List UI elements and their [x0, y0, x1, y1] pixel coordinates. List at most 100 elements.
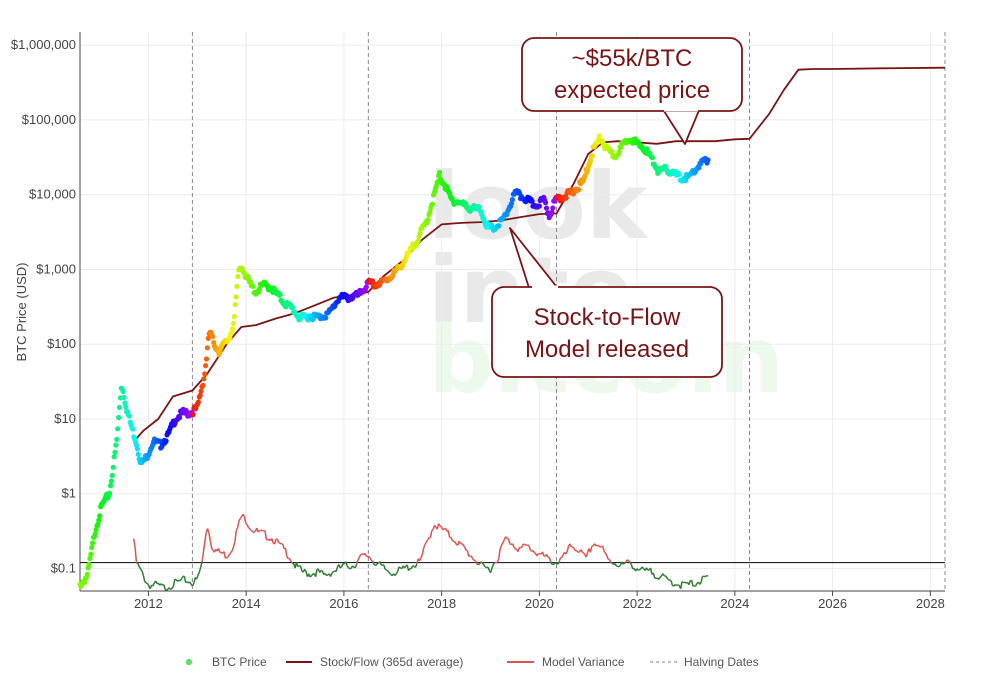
- btc-price-point: [241, 270, 247, 276]
- model-variance-segment: [706, 574, 709, 577]
- btc-price-point: [529, 198, 535, 204]
- callout-expected-line-2: expected price: [554, 77, 710, 104]
- model-variance-segment: [314, 569, 318, 577]
- btc-price-point: [587, 157, 594, 164]
- model-variance-segment: [208, 532, 212, 541]
- btc-price-point: [232, 302, 238, 308]
- legend-item-stock-flow[interactable]: Stock/Flow (365d average): [286, 655, 463, 669]
- model-variance-segment: [498, 548, 501, 559]
- btc-price-point: [107, 490, 113, 496]
- model-variance-segment: [538, 552, 541, 555]
- btc-price-point: [111, 454, 117, 460]
- model-variance-segment: [639, 568, 642, 571]
- btc-price-point: [585, 167, 591, 173]
- btc-price-point: [233, 294, 239, 300]
- btc-price-point: [88, 551, 94, 558]
- btc-price-point: [549, 209, 555, 215]
- btc-price-point: [363, 284, 369, 290]
- btc-price-point: [290, 304, 296, 310]
- model-variance-segment: [144, 580, 147, 584]
- axes: [79, 32, 945, 592]
- model-variance-segment: [669, 579, 672, 582]
- model-variance-segment: [439, 525, 442, 528]
- model-variance-segment: [582, 552, 586, 556]
- model-variance-segment: [364, 553, 367, 557]
- model-variance-segment: [659, 575, 663, 578]
- btc-price-point: [400, 262, 406, 269]
- model-variance-segment: [565, 551, 568, 555]
- model-variance-segment: [227, 554, 231, 557]
- model-variance-segment: [396, 566, 400, 572]
- model-variance-segment: [425, 539, 429, 543]
- model-variance-segment: [529, 549, 533, 552]
- btc-price-point: [120, 388, 126, 395]
- y-tick-labels: $1,000,000 $100,000 $10,000 $1,000 $100 $10 $1…: [11, 37, 76, 575]
- model-variance-segment: [572, 546, 575, 549]
- model-variance-segment: [297, 565, 300, 568]
- model-variance-segment: [204, 532, 207, 543]
- model-variance-segment: [676, 584, 679, 587]
- x-tick-label: 2018: [427, 596, 456, 611]
- model-variance-segment: [632, 567, 635, 570]
- model-variance-segment: [502, 539, 505, 544]
- btc-price-point: [108, 478, 114, 484]
- model-variance-segment: [171, 586, 174, 589]
- model-variance-segment: [288, 558, 292, 562]
- btc-price-point: [96, 517, 102, 523]
- model-variance-segment: [528, 545, 531, 550]
- x-tick-label: 2014: [232, 596, 261, 611]
- callout-released-line-2: Model released: [525, 336, 689, 363]
- model-variance-segment: [616, 565, 619, 568]
- btc-price-point: [135, 451, 141, 457]
- btc-price-point: [563, 195, 569, 201]
- model-variance-segment: [206, 528, 210, 533]
- model-variance-segment: [421, 548, 425, 555]
- legend-item-btc-price[interactable]: BTC Price: [185, 655, 267, 669]
- model-variance-segment: [223, 551, 227, 559]
- model-variance-segment: [649, 567, 653, 575]
- btc-price-point: [310, 316, 316, 322]
- btc-price-point: [95, 521, 101, 527]
- model-variance-segment: [344, 561, 348, 566]
- model-variance-segment: [403, 565, 407, 569]
- btc-price-point: [198, 388, 204, 394]
- model-variance-segment: [484, 566, 487, 569]
- model-variance-segment: [369, 557, 373, 562]
- halving-dates: [191, 32, 946, 591]
- model-variance-segment: [290, 560, 293, 564]
- model-variance-segment: [264, 530, 268, 540]
- legend-item-halving-dates[interactable]: Halving Dates: [650, 655, 759, 669]
- model-variance-segment: [700, 576, 704, 583]
- x-tick-label: 2020: [525, 596, 554, 611]
- y-tick-label: $10: [54, 411, 76, 426]
- model-variance-segment: [611, 562, 615, 566]
- model-variance-segment: [694, 582, 698, 587]
- legend-item-model-variance[interactable]: Model Variance: [507, 655, 625, 669]
- model-variance-segment: [513, 546, 516, 550]
- btc-price-point: [116, 404, 123, 411]
- model-variance-segment: [166, 588, 169, 591]
- btc-price-point: [110, 464, 116, 470]
- model-variance-segment: [152, 582, 155, 587]
- btc-price-point: [123, 404, 129, 410]
- btc-price-point: [430, 201, 436, 207]
- model-variance-segment: [454, 541, 458, 546]
- model-variance-segment: [681, 581, 684, 584]
- model-variance-segment: [533, 551, 537, 555]
- model-variance-segment: [552, 562, 556, 566]
- model-variance-segment: [658, 576, 661, 580]
- model-variance-segment: [520, 546, 523, 549]
- model-variance-segment: [481, 562, 485, 566]
- model-variance-segment: [236, 520, 240, 528]
- model-variance-segment: [407, 568, 411, 572]
- model-variance-segment: [664, 575, 668, 579]
- btc-price-point: [323, 315, 329, 321]
- model-variance-segment: [245, 522, 248, 526]
- btc-price-point: [97, 513, 103, 519]
- btc-price-point: [437, 169, 443, 176]
- model-variance-segment: [371, 560, 374, 563]
- model-variance-segment: [197, 571, 201, 576]
- btc-price-point: [231, 313, 237, 320]
- model-variance-segment: [679, 581, 683, 589]
- btc-price-point: [114, 436, 120, 442]
